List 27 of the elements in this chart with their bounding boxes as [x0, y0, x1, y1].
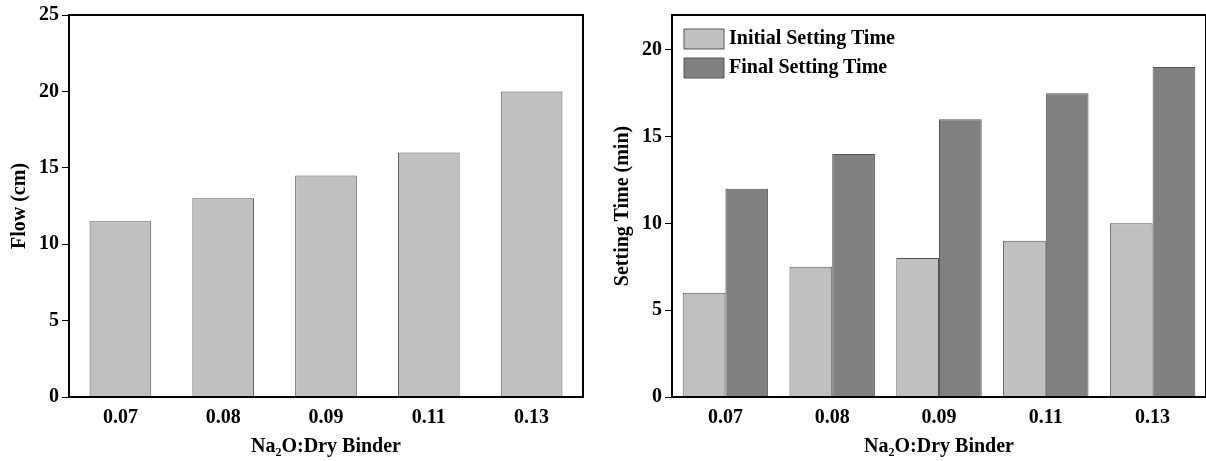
y-tick-label: 20 — [642, 36, 662, 59]
x-tick-label: 0.09 — [308, 405, 344, 428]
y-axis-title: Setting Time (min) — [610, 125, 634, 287]
legend-label: Initial Setting Time — [729, 26, 896, 50]
y-tick-label: 15 — [39, 154, 59, 177]
y-tick-label: 5 — [652, 297, 662, 320]
y-tick-label: 0 — [49, 384, 59, 407]
x-axis-title: Na₂O:Dry Binder — [864, 434, 1015, 458]
y-tick-label: 5 — [49, 307, 59, 330]
legend-label: Final Setting Time — [729, 55, 888, 79]
y-tick-label: 10 — [39, 231, 59, 254]
x-axis-title: Na₂O:Dry Binder — [251, 434, 402, 458]
x-tick-label: 0.08 — [205, 405, 241, 428]
x-tick-label: 0.08 — [814, 405, 850, 428]
x-tick-label: 0.11 — [411, 405, 446, 428]
x-tick-label: 0.07 — [102, 405, 138, 428]
x-tick-label: 0.07 — [707, 405, 743, 428]
x-tick-label: 0.13 — [514, 405, 550, 428]
y-tick-label: 0 — [652, 384, 662, 407]
x-tick-label: 0.09 — [921, 405, 957, 428]
y-tick-label: 25 — [39, 2, 59, 25]
y-tick-label: 15 — [642, 123, 662, 146]
y-tick-label: 10 — [642, 210, 662, 233]
x-tick-label: 0.13 — [1135, 405, 1171, 428]
y-tick-label: 20 — [39, 78, 59, 101]
x-tick-label: 0.11 — [1028, 405, 1063, 428]
y-axis-title: Flow (cm) — [7, 162, 31, 250]
